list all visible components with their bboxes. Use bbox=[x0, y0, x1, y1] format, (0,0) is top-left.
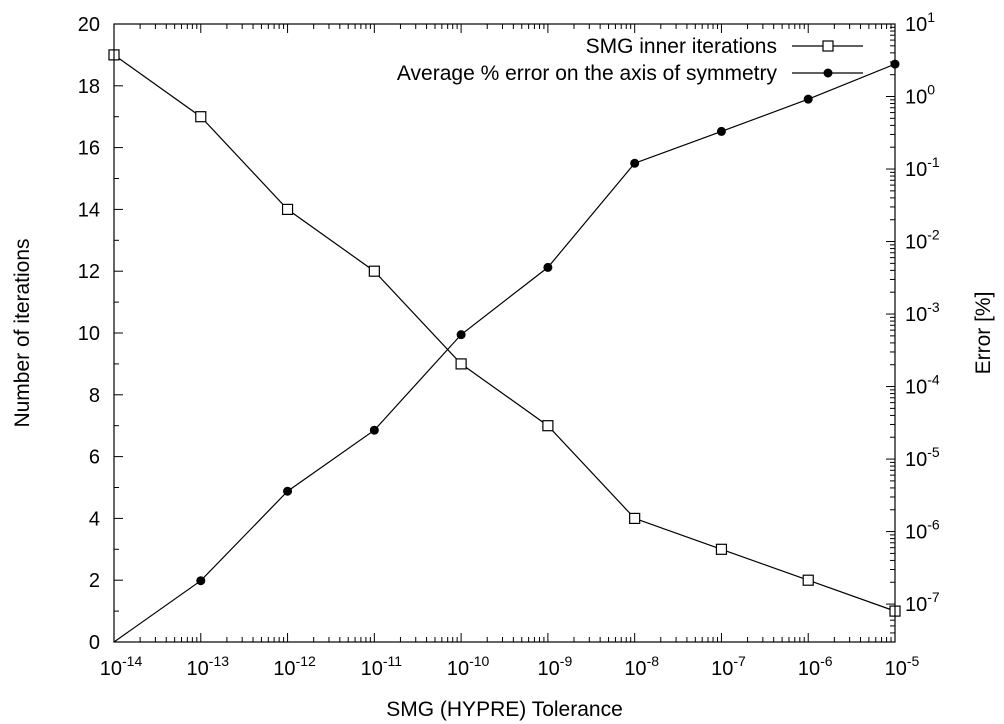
data-point-iterations bbox=[281, 203, 294, 215]
y-tick-label: 18 bbox=[78, 76, 100, 98]
legend-label-error: Average % error on the axis of symmetry bbox=[397, 62, 778, 85]
x-tick-label: 10-12 bbox=[273, 653, 316, 680]
data-point-iterations bbox=[715, 543, 728, 555]
data-point-iterations bbox=[455, 358, 467, 370]
legend: SMG inner iterations Average % error on … bbox=[397, 35, 863, 85]
y2-tick-label: 10-4 bbox=[905, 372, 940, 399]
x-tick-label: 10-13 bbox=[187, 653, 230, 680]
data-point-error bbox=[630, 158, 640, 168]
data-point-error bbox=[803, 94, 813, 104]
data-point-iterations bbox=[542, 420, 554, 432]
data-point-error bbox=[369, 425, 379, 435]
y2-tick-label: 10-2 bbox=[905, 227, 940, 254]
y-tick-label: 12 bbox=[78, 261, 100, 283]
x-tick-label: 10-10 bbox=[447, 653, 490, 680]
data-point-iterations bbox=[802, 574, 814, 586]
y-axis-title: Number of iterations bbox=[11, 238, 34, 427]
series-line-1 bbox=[113, 63, 896, 643]
data-point-iterations bbox=[368, 265, 380, 277]
x-axis-title: SMG (HYPRE) Tolerance bbox=[386, 698, 623, 721]
x-tick-label: 10-6 bbox=[798, 653, 833, 680]
y2-tick-label: 10-7 bbox=[905, 589, 940, 616]
y2-axis-title: Error [%] bbox=[972, 292, 995, 375]
series-layer bbox=[108, 49, 901, 643]
ticks-layer: 10-14 10-13 10-12 10-11 10-10 10-9 10-8 10-7 10-… bbox=[78, 9, 940, 680]
y-tick-label: 20 bbox=[78, 14, 100, 36]
legend-marker-iterations bbox=[822, 40, 834, 52]
data-point-iterations bbox=[629, 512, 641, 525]
y2-tick-label: 10-6 bbox=[905, 517, 940, 544]
x-tick-label: 10-11 bbox=[361, 653, 403, 680]
y2-tick-label: 10-1 bbox=[905, 154, 940, 181]
y2-tick-label: 100 bbox=[905, 82, 935, 109]
data-point-error bbox=[456, 330, 466, 340]
legend-marker-error bbox=[823, 68, 833, 78]
y-tick-label: 2 bbox=[89, 570, 100, 592]
plot-frame bbox=[113, 23, 896, 643]
y-tick-label: 8 bbox=[89, 385, 100, 407]
x-tick-label: 10-8 bbox=[624, 653, 659, 680]
y-tick-label: 14 bbox=[78, 199, 100, 221]
data-point-error bbox=[543, 262, 553, 272]
y-tick-label: 4 bbox=[89, 508, 100, 530]
x-tick-label: 10-5 bbox=[885, 653, 920, 680]
y2-tick-label: 10-5 bbox=[905, 444, 940, 471]
y-tick-label: 0 bbox=[89, 632, 100, 654]
y2-tick-label: 10-3 bbox=[905, 299, 940, 326]
y-tick-label: 16 bbox=[78, 138, 100, 160]
legend-label-iterations: SMG inner iterations bbox=[586, 35, 777, 58]
x-tick-label: 10-7 bbox=[711, 653, 746, 680]
y-tick-label: 6 bbox=[89, 447, 100, 469]
x-tick-label: 10-14 bbox=[100, 653, 143, 680]
data-point-iterations bbox=[195, 111, 207, 123]
series-line-0 bbox=[113, 54, 896, 612]
data-point-error bbox=[716, 126, 726, 136]
y2-tick-label: 101 bbox=[905, 9, 935, 36]
data-point-error bbox=[283, 486, 293, 496]
x-tick-label: 10-9 bbox=[538, 653, 573, 680]
y-tick-label: 10 bbox=[78, 323, 100, 345]
data-point-error bbox=[196, 576, 206, 586]
